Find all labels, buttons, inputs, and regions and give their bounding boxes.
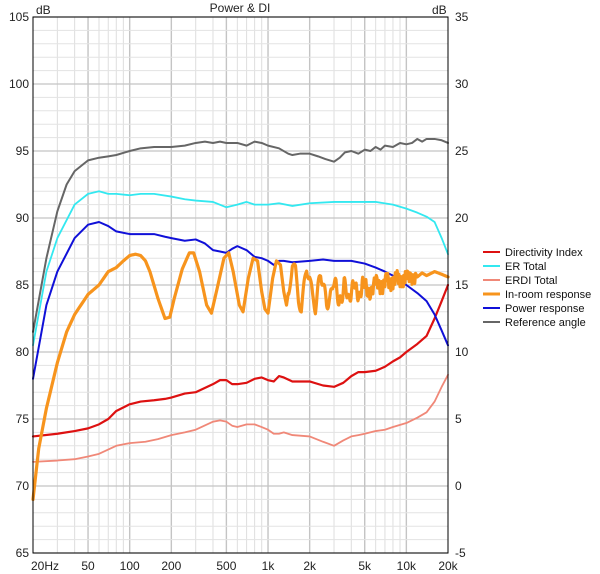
left-y-tick-label: 95 xyxy=(16,144,30,158)
x-tick-label: 500 xyxy=(216,559,236,573)
series-line-er-total xyxy=(32,190,449,347)
right-y-tick-label: 15 xyxy=(455,278,469,292)
left-y-tick-label: 80 xyxy=(16,345,30,359)
left-axis-unit: dB xyxy=(36,3,51,17)
right-y-tick-label: 10 xyxy=(455,345,469,359)
x-tick-label: 100 xyxy=(120,559,140,573)
right-y-tick-label: 5 xyxy=(455,412,462,426)
right-y-tick-label: 25 xyxy=(455,144,469,158)
right-y-axis-ticks: -5 0 5 10 15 20 25 30 35 xyxy=(455,10,469,560)
right-y-tick-label: 35 xyxy=(455,10,469,24)
x-tick-label: 1k xyxy=(262,559,276,573)
x-tick-label: 200 xyxy=(161,559,181,573)
plot-frame xyxy=(32,16,449,554)
legend-label: Reference angle xyxy=(505,317,586,329)
left-y-tick-label: 85 xyxy=(16,278,30,292)
legend-label: Directivity Index xyxy=(505,247,583,259)
series-line-power-response xyxy=(32,221,449,380)
x-tick-label: 2k xyxy=(303,559,317,573)
x-tick-label: 20Hz xyxy=(31,559,59,573)
x-tick-label: 5k xyxy=(358,559,372,573)
x-tick-label: 20k xyxy=(438,559,458,573)
x-axis-ticks: 20Hz 50 100 200 500 1k 2k 5k 10k 20k xyxy=(31,559,459,573)
legend-label: Power response xyxy=(505,303,585,315)
series-line-in-room-response xyxy=(31,251,450,501)
legend-label: In-room response xyxy=(505,289,591,301)
left-y-axis-ticks: 65 70 75 80 85 90 95 100 105 xyxy=(9,10,29,560)
left-y-tick-label: 75 xyxy=(16,412,30,426)
legend: Directivity Index ER Total ERDI Total In-ro… xyxy=(483,247,591,329)
right-axis-unit: dB xyxy=(432,3,447,17)
series-line-reference-angle xyxy=(32,137,449,333)
legend-label: ER Total xyxy=(505,261,546,273)
right-y-tick-label: -5 xyxy=(455,546,466,560)
legend-label: ERDI Total xyxy=(505,275,557,287)
chart-title: Power & DI xyxy=(210,1,271,15)
left-y-tick-label: 100 xyxy=(9,77,29,91)
right-y-tick-label: 0 xyxy=(455,479,462,493)
x-tick-label: 50 xyxy=(81,559,95,573)
left-y-tick-label: 65 xyxy=(16,546,30,560)
right-y-tick-label: 30 xyxy=(455,77,469,91)
left-y-tick-label: 70 xyxy=(16,479,30,493)
x-tick-label: 10k xyxy=(397,559,417,573)
series-lines xyxy=(31,137,450,501)
series-line-erdi-total xyxy=(32,373,449,463)
left-y-tick-label: 105 xyxy=(9,10,29,24)
series-line-directivity-index xyxy=(31,283,450,438)
right-y-tick-label: 20 xyxy=(455,211,469,225)
left-y-tick-label: 90 xyxy=(16,211,30,225)
